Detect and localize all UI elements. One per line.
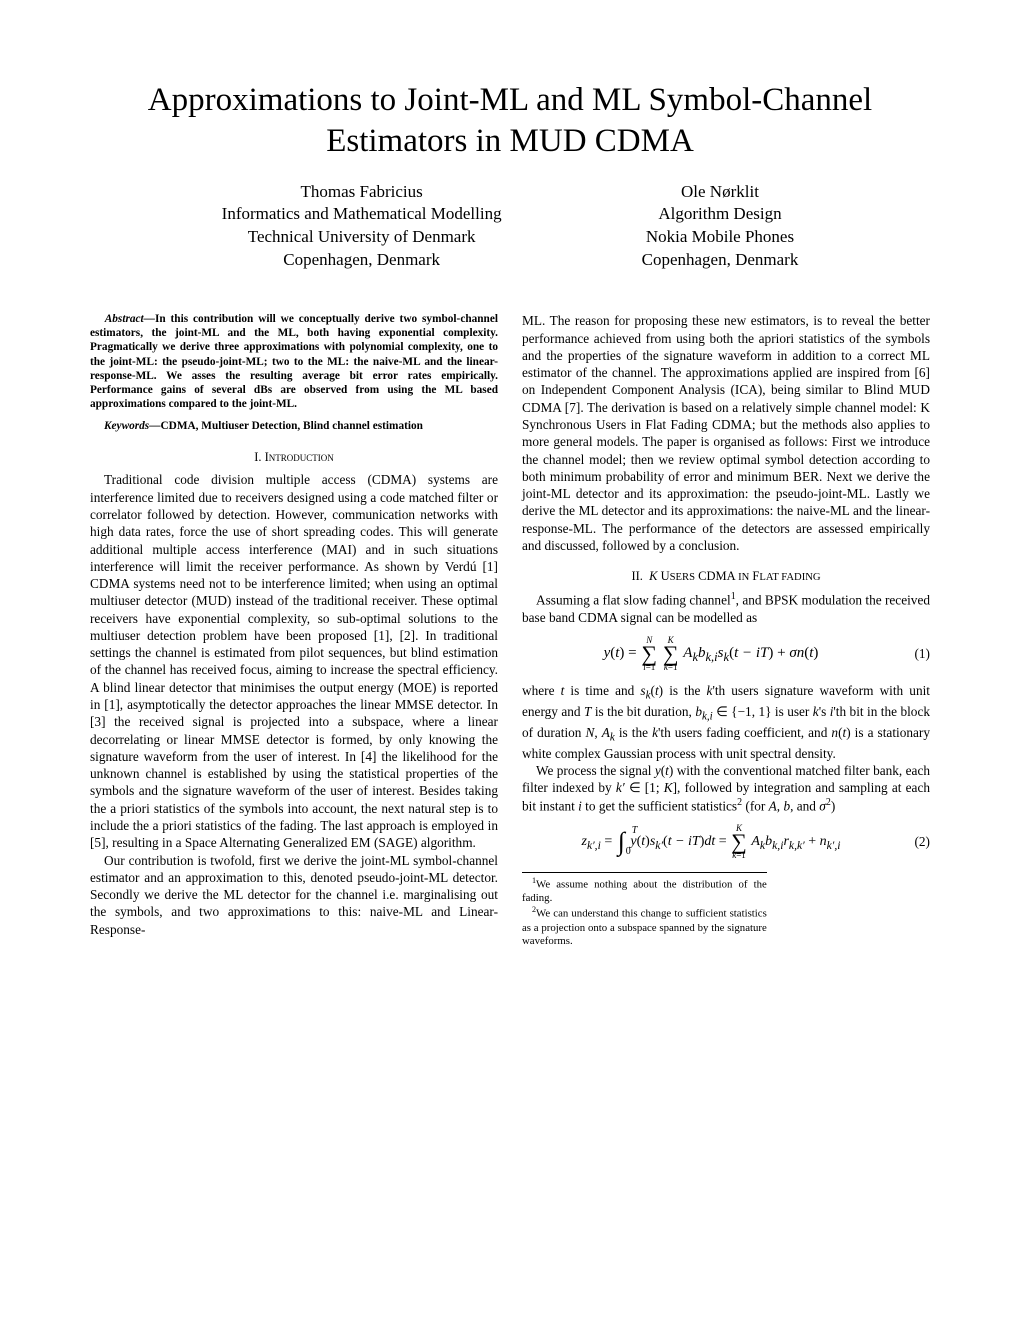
left-column: Abstract—In this contribution will we co… bbox=[90, 312, 498, 948]
sec2-p1: Assuming a flat slow fading channel1, an… bbox=[522, 591, 930, 626]
intro-paragraph-2: Our contribution is twofold, first we de… bbox=[90, 852, 498, 938]
equation-2-number: (2) bbox=[900, 833, 930, 850]
sec2-p1-a: Assuming a flat slow fading channel bbox=[536, 592, 731, 607]
footnote-1: 1We assume nothing about the distributio… bbox=[522, 876, 767, 906]
author-name: Thomas Fabricius bbox=[222, 181, 502, 204]
equation-2: zk′,i = ∫T0 y(t)sk′(t − iT)dt = K∑k=1 Ak… bbox=[522, 824, 900, 860]
author-affil: Technical University of Denmark bbox=[222, 226, 502, 249]
abstract-block: Abstract—In this contribution will we co… bbox=[90, 312, 498, 411]
footnote-1-text: We assume nothing about the distribution… bbox=[522, 878, 767, 903]
author-affil: Informatics and Mathematical Modelling bbox=[222, 203, 502, 226]
equation-1-number: (1) bbox=[900, 645, 930, 662]
author-affil: Copenhagen, Denmark bbox=[642, 249, 799, 272]
author-affil: Nokia Mobile Phones bbox=[642, 226, 799, 249]
author-block-1: Thomas Fabricius Informatics and Mathema… bbox=[222, 181, 502, 273]
intro-paragraph-1: Traditional code division multiple acces… bbox=[90, 471, 498, 851]
equation-1: y(t) = N∑i=1 K∑k=1 Akbk,isk(t − iT) + σn… bbox=[522, 636, 900, 672]
author-affil: Copenhagen, Denmark bbox=[222, 249, 502, 272]
keywords-text: CDMA, Multiuser Detection, Blind channel… bbox=[161, 420, 423, 432]
right-column: ML. The reason for proposing these new e… bbox=[522, 312, 930, 948]
author-block-2: Ole Nørklit Algorithm Design Nokia Mobil… bbox=[642, 181, 799, 273]
sec2-p2: where t is time and sk(t) is the k'th us… bbox=[522, 682, 930, 762]
section-1-heading: I. Introduction bbox=[90, 449, 498, 465]
authors-row: Thomas Fabricius Informatics and Mathema… bbox=[90, 181, 930, 273]
abstract-text: In this contribution will we conceptuall… bbox=[90, 313, 498, 410]
paper-title: Approximations to Joint-ML and ML Symbol… bbox=[90, 80, 930, 163]
keywords-block: Keywords—CDMA, Multiuser Detection, Blin… bbox=[90, 419, 498, 433]
equation-1-row: y(t) = N∑i=1 K∑k=1 Akbk,isk(t − iT) + σn… bbox=[522, 636, 930, 672]
equation-2-row: zk′,i = ∫T0 y(t)sk′(t − iT)dt = K∑k=1 Ak… bbox=[522, 824, 930, 860]
abstract-label: Abstract— bbox=[90, 313, 155, 325]
author-affil: Algorithm Design bbox=[642, 203, 799, 226]
section-2-heading: II. K USERS CDMA IN FLAT FADING bbox=[522, 568, 930, 585]
author-name: Ole Nørklit bbox=[642, 181, 799, 204]
footnote-2-text: We can understand this change to suffici… bbox=[522, 908, 767, 947]
keywords-label: Keywords— bbox=[104, 420, 161, 432]
footnotes-block: 1We assume nothing about the distributio… bbox=[522, 872, 767, 949]
right-continuation-p1: ML. The reason for proposing these new e… bbox=[522, 312, 930, 554]
two-column-content: Abstract—In this contribution will we co… bbox=[90, 312, 930, 948]
footnote-2: 2We can understand this change to suffic… bbox=[522, 905, 767, 948]
sec2-p3: We process the signal y(t) with the conv… bbox=[522, 762, 930, 814]
paper-page: Approximations to Joint-ML and ML Symbol… bbox=[0, 0, 1020, 1320]
